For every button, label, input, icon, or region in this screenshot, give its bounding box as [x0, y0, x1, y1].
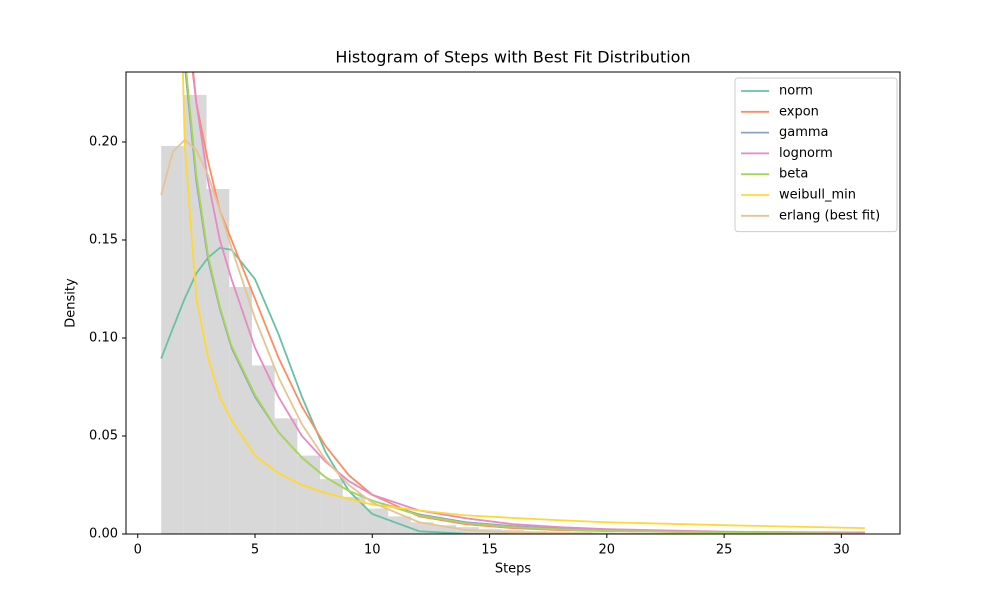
y-tick-label: 0.00: [89, 527, 118, 542]
fit-curve: [182, 72, 865, 530]
x-tick-label: 20: [599, 543, 616, 558]
y-axis-label: Density: [64, 278, 79, 328]
curves: [160, 72, 865, 534]
x-tick-label: 0: [134, 543, 142, 558]
chart-title: Histogram of Steps with Best Fit Distrib…: [335, 48, 690, 67]
histogram-bar: [410, 522, 434, 534]
x-tick-label: 15: [481, 543, 498, 558]
histogram-bar: [388, 516, 411, 534]
y-tick-label: 0.05: [89, 428, 118, 443]
legend-box: [734, 77, 898, 233]
y-tick-label: 0.20: [89, 134, 118, 149]
legend-label: erlang (best fit): [779, 208, 880, 223]
histogram-bar: [365, 508, 389, 534]
legend-label: gamma: [779, 125, 829, 140]
fit-curve: [160, 138, 865, 534]
histogram-bar: [342, 496, 366, 534]
fit-curve: [160, 246, 865, 534]
histogram-bar: [229, 287, 252, 534]
histogram-bar: [320, 479, 343, 534]
y-tick-label: 0.15: [89, 232, 118, 247]
x-tick-label: 10: [364, 543, 381, 558]
x-tick-label: 25: [716, 543, 733, 558]
x-axis-label: Steps: [495, 562, 532, 577]
legend-label: expon: [779, 104, 819, 119]
x-tick-label: 5: [251, 543, 259, 558]
legend: norm expon gamma lognorm beta weibull_minerla…: [734, 77, 898, 233]
histogram-bar: [433, 525, 457, 534]
fit-curve: [185, 72, 865, 534]
legend-label: lognorm: [779, 146, 833, 161]
y-tick-label: 0.10: [89, 330, 118, 345]
legend-label: weibull_min: [779, 188, 856, 203]
legend-label: beta: [779, 167, 808, 182]
x-tick-label: 30: [833, 543, 850, 558]
fit-curve: [192, 72, 865, 534]
histogram-bar: [161, 145, 184, 534]
axes: 0 5 10 15 20 25 30 0.00 0.05 0.10 0.15 0.20: [89, 134, 850, 557]
histogram-bar: [251, 365, 275, 534]
legend-label: norm: [779, 84, 813, 99]
plot-frame: [125, 71, 901, 535]
histogram-bar: [297, 455, 321, 534]
